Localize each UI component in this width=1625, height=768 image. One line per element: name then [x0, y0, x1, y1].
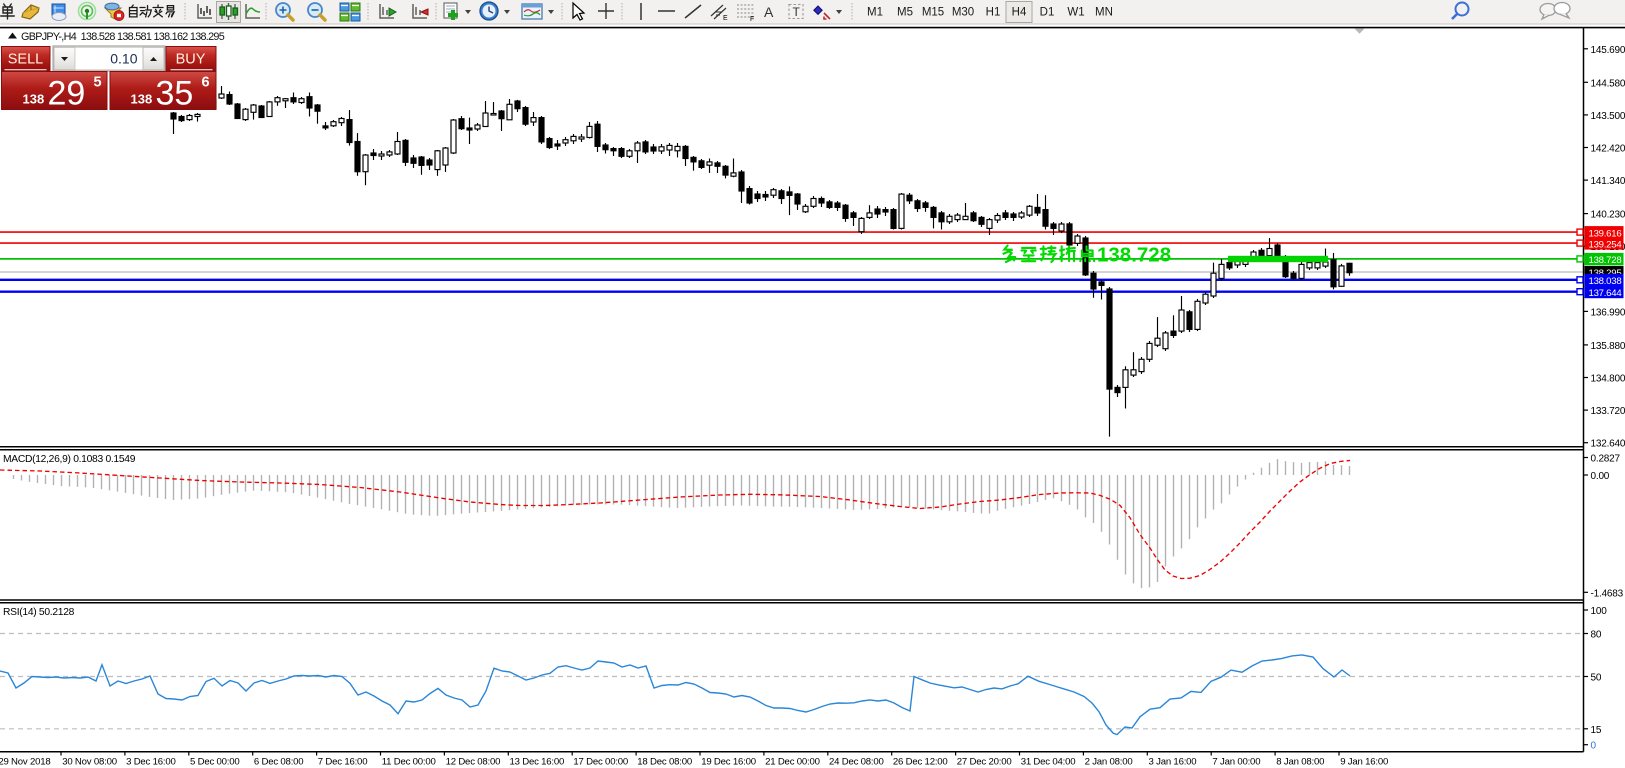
svg-text:12 Dec 08:00: 12 Dec 08:00	[446, 757, 501, 768]
svg-text:8 Jan 08:00: 8 Jan 08:00	[1276, 757, 1324, 768]
svg-text:132.640: 132.640	[1591, 439, 1625, 450]
svg-text:0: 0	[1591, 741, 1597, 752]
svg-text:M5: M5	[897, 7, 913, 19]
svg-text:143.500: 143.500	[1591, 111, 1625, 122]
svg-text:6: 6	[202, 75, 210, 91]
svg-text:17 Dec 00:00: 17 Dec 00:00	[573, 757, 628, 768]
svg-text:142.420: 142.420	[1591, 144, 1625, 155]
svg-text:145.690: 145.690	[1591, 45, 1625, 56]
svg-text:M30: M30	[952, 7, 974, 19]
svg-text:0.2827: 0.2827	[1591, 454, 1621, 465]
svg-text:0.10: 0.10	[110, 51, 137, 67]
svg-text:F: F	[750, 16, 754, 23]
svg-text:140.230: 140.230	[1591, 210, 1625, 221]
svg-text:T: T	[793, 5, 801, 19]
svg-text:E: E	[723, 15, 728, 22]
svg-text:141.340: 141.340	[1591, 176, 1625, 187]
svg-text:139.254: 139.254	[1589, 239, 1623, 250]
svg-text:9 Jan 16:00: 9 Jan 16:00	[1340, 757, 1388, 768]
svg-text:27 Dec 20:00: 27 Dec 20:00	[957, 757, 1012, 768]
svg-text:7 Dec 16:00: 7 Dec 16:00	[318, 757, 368, 768]
svg-text:138.295: 138.295	[1589, 268, 1622, 279]
svg-text:80: 80	[1591, 630, 1602, 641]
svg-text:138: 138	[131, 92, 153, 107]
svg-text:138.728: 138.728	[1097, 244, 1171, 267]
svg-text:11 Dec 00:00: 11 Dec 00:00	[382, 757, 436, 768]
svg-text:50: 50	[1591, 673, 1602, 684]
svg-text:H1: H1	[986, 7, 1001, 19]
svg-text:138.038: 138.038	[1589, 276, 1622, 287]
svg-text:MACD(12,26,9) 0.1083 0.1549: MACD(12,26,9) 0.1083 0.1549	[3, 454, 136, 465]
svg-text:26 Dec 12:00: 26 Dec 12:00	[893, 757, 948, 768]
svg-text:135.880: 135.880	[1591, 341, 1625, 352]
svg-text:18 Dec 08:00: 18 Dec 08:00	[637, 757, 692, 768]
svg-text:134.800: 134.800	[1591, 374, 1625, 385]
svg-text:MN: MN	[1095, 7, 1113, 19]
svg-text:133.720: 133.720	[1591, 406, 1625, 417]
svg-text:21 Dec 00:00: 21 Dec 00:00	[765, 757, 820, 768]
svg-text:3 Dec 16:00: 3 Dec 16:00	[126, 757, 176, 768]
svg-text:3 Jan 16:00: 3 Jan 16:00	[1149, 757, 1197, 768]
svg-text:144.580: 144.580	[1591, 78, 1625, 89]
svg-text:138.728: 138.728	[1589, 255, 1622, 266]
svg-text:7 Jan 00:00: 7 Jan 00:00	[1212, 757, 1260, 768]
svg-text:A: A	[764, 4, 774, 20]
svg-text:M15: M15	[922, 7, 944, 19]
svg-text:24 Dec 08:00: 24 Dec 08:00	[829, 757, 884, 768]
svg-text:0.00: 0.00	[1591, 471, 1610, 482]
svg-text:5: 5	[94, 75, 102, 91]
svg-text:30 Nov 08:00: 30 Nov 08:00	[62, 757, 117, 768]
svg-text:31 Dec 04:00: 31 Dec 04:00	[1021, 757, 1076, 768]
svg-text:M1: M1	[867, 7, 883, 19]
svg-text:139.616: 139.616	[1589, 228, 1622, 239]
svg-text:5 Dec 00:00: 5 Dec 00:00	[190, 757, 240, 768]
svg-text:35: 35	[156, 75, 194, 113]
svg-text:100: 100	[1591, 606, 1608, 617]
svg-text:138: 138	[23, 92, 45, 107]
svg-text:RSI(14) 50.2128: RSI(14) 50.2128	[3, 607, 75, 618]
svg-text:2 Jan 08:00: 2 Jan 08:00	[1085, 757, 1133, 768]
svg-text:W1: W1	[1067, 7, 1084, 19]
svg-text:13 Dec 16:00: 13 Dec 16:00	[510, 757, 565, 768]
svg-text:6 Dec 08:00: 6 Dec 08:00	[254, 757, 304, 768]
svg-text:GBPJPY-,H4 138.528 138.581 13: GBPJPY-,H4 138.528 138.581 138.162 138.2…	[21, 31, 225, 43]
svg-text:SELL: SELL	[8, 52, 43, 68]
svg-text:H4: H4	[1012, 7, 1027, 19]
svg-text:29: 29	[48, 75, 86, 113]
svg-text:19 Dec 16:00: 19 Dec 16:00	[701, 757, 756, 768]
svg-text:136.990: 136.990	[1591, 307, 1625, 318]
svg-text:15: 15	[1591, 725, 1602, 736]
svg-text:29 Nov 2018: 29 Nov 2018	[0, 757, 51, 768]
svg-text:D1: D1	[1040, 7, 1055, 19]
svg-text:137.644: 137.644	[1589, 288, 1623, 299]
svg-text:BUY: BUY	[176, 52, 206, 68]
svg-text:-1.4683: -1.4683	[1591, 588, 1624, 599]
